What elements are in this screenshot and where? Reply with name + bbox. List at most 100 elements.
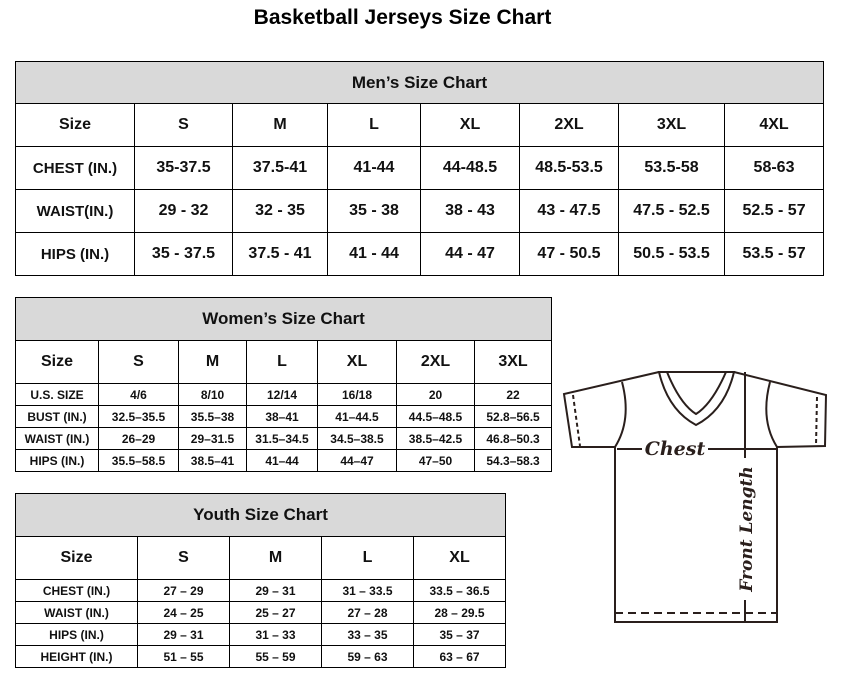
size-header: 2XL xyxy=(519,103,619,147)
measure-cell: 32 - 35 xyxy=(232,189,328,233)
measure-cell: 58-63 xyxy=(723,146,825,190)
measure-cell: 41–44.5 xyxy=(317,405,397,428)
size-header: S xyxy=(98,340,179,384)
size-header: 2XL xyxy=(396,340,475,384)
measure-cell: 37.5-41 xyxy=(232,146,328,190)
measure-cell: 31 – 33.5 xyxy=(321,579,414,602)
table-heading: Youth Size Chart xyxy=(14,493,507,537)
measure-cell: 35.5–38 xyxy=(178,405,247,428)
measure-cell: 33 – 35 xyxy=(321,623,414,646)
measure-cell: 4/6 xyxy=(98,383,179,406)
measure-cell: 43 - 47.5 xyxy=(519,189,619,233)
size-label: Size xyxy=(15,103,135,147)
measure-cell: 26–29 xyxy=(98,427,179,450)
size-header: XL xyxy=(420,103,520,147)
mens-size-table: Men’s Size Chart Size S M L XL 2XL 3XL 4XL CHEST… xyxy=(14,61,825,276)
measure-cell: 29–31.5 xyxy=(178,427,247,450)
measure-cell: 28 – 29.5 xyxy=(412,601,507,624)
measure-cell: 31 – 33 xyxy=(229,623,322,646)
measure-cell: 55 – 59 xyxy=(229,645,322,668)
size-header: M xyxy=(229,536,322,580)
collar xyxy=(657,371,736,427)
measure-cell: 27 – 28 xyxy=(321,601,414,624)
measure-cell: 35-37.5 xyxy=(134,146,233,190)
measure-cell: 35 - 37.5 xyxy=(134,232,233,276)
measure-cell: 29 – 31 xyxy=(137,623,230,646)
size-header: S xyxy=(134,103,233,147)
size-header: L xyxy=(246,340,318,384)
measure-cell: 32.5–35.5 xyxy=(98,405,179,428)
table-row: HIPS (IN.) 35.5–58.5 38.5–41 41–44 44–47 47–5… xyxy=(15,449,553,472)
table-row: HEIGHT (IN.) 51 – 55 55 – 59 59 – 63 63 – 67 xyxy=(15,645,507,668)
size-header: 3XL xyxy=(618,103,725,147)
measure-cell: 34.5–38.5 xyxy=(317,427,397,450)
measure-cell: 29 - 32 xyxy=(134,189,233,233)
measure-cell: 35.5–58.5 xyxy=(98,449,179,472)
table-row: HIPS (IN.) 29 – 31 31 – 33 33 – 35 35 – 37 xyxy=(15,623,507,646)
measure-cell: 50.5 - 53.5 xyxy=(618,232,725,276)
row-label: HIPS (IN.) xyxy=(15,449,99,472)
row-label: CHEST (IN.) xyxy=(15,579,138,602)
measure-cell: 25 – 27 xyxy=(229,601,322,624)
measure-cell: 44.5–48.5 xyxy=(396,405,475,428)
table-heading: Women’s Size Chart xyxy=(14,297,553,341)
row-label: CHEST (IN.) xyxy=(15,146,135,190)
size-label: Size xyxy=(15,340,99,384)
measure-cell: 38.5–42.5 xyxy=(396,427,475,450)
row-label: BUST (IN.) xyxy=(15,405,99,428)
measure-cell: 24 – 25 xyxy=(137,601,230,624)
row-label: WAIST(IN.) xyxy=(15,189,135,233)
chest-label: Chest xyxy=(645,438,706,460)
table-row: CHEST (IN.) 35-37.5 37.5-41 41-44 44-48.5 48.… xyxy=(15,146,825,190)
measure-cell: 53.5 - 57 xyxy=(723,232,825,276)
measure-cell: 27 – 29 xyxy=(137,579,230,602)
table-row: WAIST(IN.) 29 - 32 32 - 35 35 - 38 38 - 43 43… xyxy=(15,189,825,233)
row-label: WAIST (IN.) xyxy=(15,601,138,624)
measure-cell: 47.5 - 52.5 xyxy=(618,189,725,233)
size-header: L xyxy=(321,536,414,580)
measure-cell: 31.5–34.5 xyxy=(246,427,318,450)
measure-cell: 20 xyxy=(396,383,475,406)
size-header: XL xyxy=(317,340,397,384)
front-length-label: Front Length xyxy=(737,466,757,592)
measure-cell: 48.5-53.5 xyxy=(519,146,619,190)
table-heading: Men’s Size Chart xyxy=(14,61,825,104)
measure-cell: 44-48.5 xyxy=(420,146,520,190)
measure-cell: 41–44 xyxy=(246,449,318,472)
table-row: WAIST (IN.) 24 – 25 25 – 27 27 – 28 28 – 29.… xyxy=(15,601,507,624)
row-label: HIPS (IN.) xyxy=(15,623,138,646)
size-header: M xyxy=(178,340,247,384)
measure-cell: 8/10 xyxy=(178,383,247,406)
measure-cell: 38 - 43 xyxy=(420,189,520,233)
page-title: Basketball Jerseys Size Chart xyxy=(253,6,552,29)
measure-cell: 38.5–41 xyxy=(178,449,247,472)
row-label: HEIGHT (IN.) xyxy=(15,645,138,668)
table-row: U.S. SIZE 4/6 8/10 12/14 16/18 20 22 xyxy=(15,383,553,406)
row-label: HIPS (IN.) xyxy=(15,232,135,276)
size-header: M xyxy=(232,103,328,147)
shirt-outline xyxy=(562,371,828,623)
measure-cell: 46.8–50.3 xyxy=(473,427,553,450)
size-header: S xyxy=(137,536,230,580)
measure-cell: 12/14 xyxy=(246,383,318,406)
table-row: HIPS (IN.) 35 - 37.5 37.5 - 41 41 - 44 44 - … xyxy=(15,232,825,276)
size-header: XL xyxy=(412,536,507,580)
measure-cell: 41 - 44 xyxy=(327,232,421,276)
measure-cell: 33.5 – 36.5 xyxy=(412,579,507,602)
measure-cell: 63 – 67 xyxy=(412,645,507,668)
measure-cell: 52.8–56.5 xyxy=(473,405,553,428)
measure-cell: 22 xyxy=(473,383,553,406)
youth-size-table: Youth Size Chart Size S M L XL CHEST (IN.) 27 … xyxy=(14,493,507,668)
row-label: U.S. SIZE xyxy=(15,383,99,406)
measure-cell: 51 – 55 xyxy=(137,645,230,668)
size-header: L xyxy=(327,103,421,147)
measure-cell: 47 - 50.5 xyxy=(519,232,619,276)
table-row: CHEST (IN.) 27 – 29 29 – 31 31 – 33.5 33.5 –… xyxy=(15,579,507,602)
size-label: Size xyxy=(15,536,138,580)
womens-size-table: Women’s Size Chart Size S M L XL 2XL 3XL U.S. S… xyxy=(14,297,553,472)
measure-cell: 47–50 xyxy=(396,449,475,472)
measure-cell: 35 - 38 xyxy=(327,189,421,233)
size-header: 3XL xyxy=(473,340,553,384)
measure-cell: 44–47 xyxy=(317,449,397,472)
measure-cell: 38–41 xyxy=(246,405,318,428)
